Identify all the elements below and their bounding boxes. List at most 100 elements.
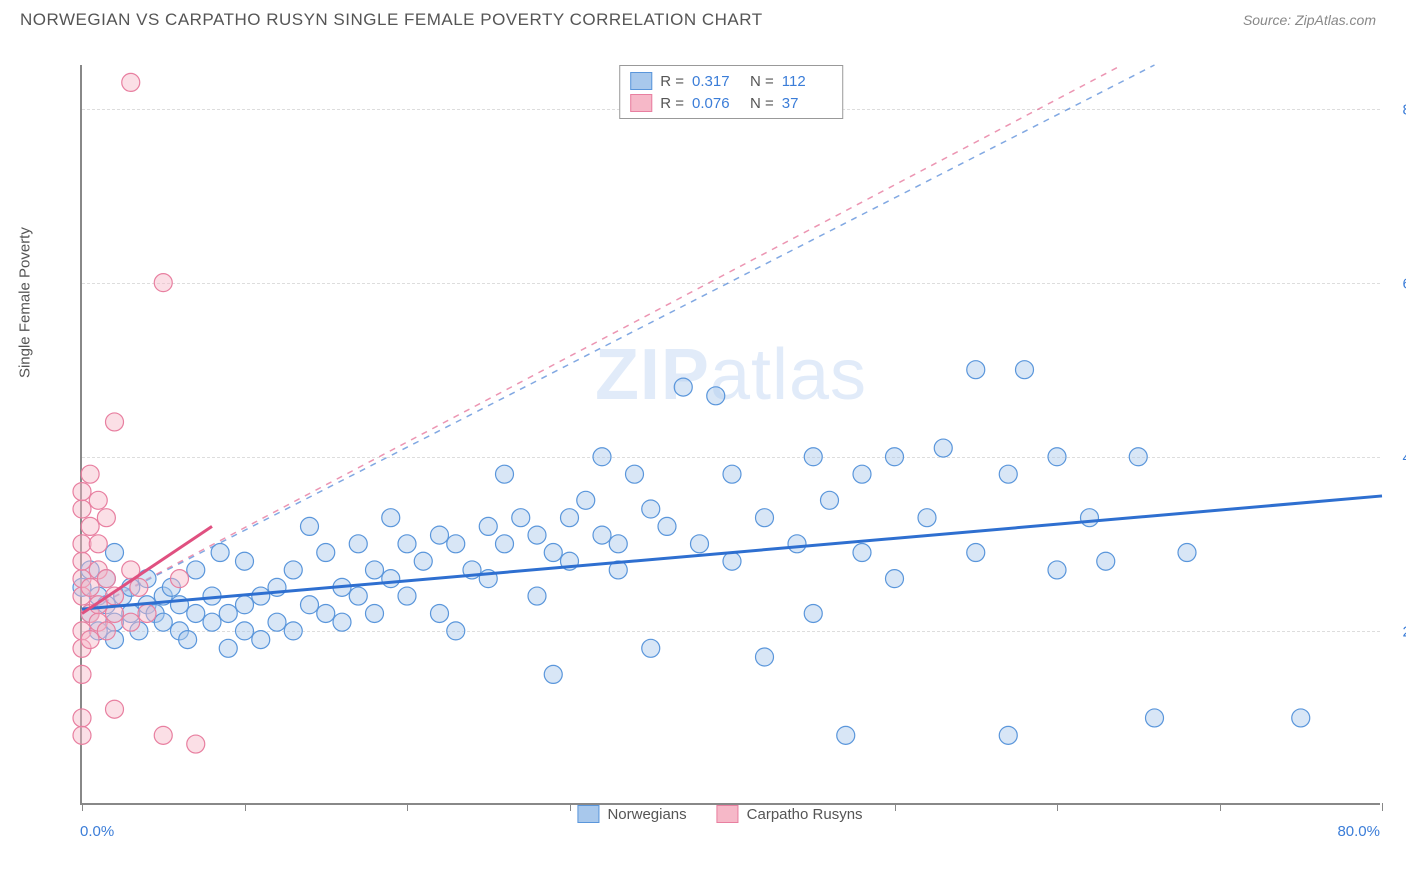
data-point <box>236 552 254 570</box>
data-point <box>187 604 205 622</box>
data-point <box>138 604 156 622</box>
data-point <box>106 700 124 718</box>
data-point <box>544 665 562 683</box>
n-value: 112 <box>782 73 832 90</box>
data-point <box>691 535 709 553</box>
data-point <box>284 561 302 579</box>
data-point <box>81 631 99 649</box>
data-point <box>81 465 99 483</box>
x-tick <box>570 803 571 811</box>
data-point <box>853 465 871 483</box>
data-point <box>593 448 611 466</box>
data-point <box>284 622 302 640</box>
data-point <box>593 526 611 544</box>
data-point <box>821 491 839 509</box>
data-point <box>106 413 124 431</box>
data-point <box>967 361 985 379</box>
data-point <box>496 535 514 553</box>
data-point <box>97 509 115 527</box>
stats-row: R = 0.317 N = 112 <box>630 70 832 92</box>
x-tick <box>1220 803 1221 811</box>
data-point <box>154 613 172 631</box>
data-point <box>382 509 400 527</box>
data-point <box>447 535 465 553</box>
r-value: 0.317 <box>692 73 742 90</box>
stats-row: R =0.076N =37 <box>630 92 832 114</box>
plot-area: ZIPatlas 20.0%40.0%60.0%80.0% R =0.317N … <box>80 65 1380 805</box>
chart-container: Single Female Poverty ZIPatlas 20.0%40.0… <box>50 55 1390 835</box>
data-point <box>236 596 254 614</box>
data-point <box>236 622 254 640</box>
data-point <box>349 587 367 605</box>
data-point <box>154 726 172 744</box>
data-point <box>73 500 91 518</box>
data-point <box>1081 509 1099 527</box>
data-point <box>349 535 367 553</box>
data-point <box>1016 361 1034 379</box>
data-point <box>154 274 172 292</box>
data-point <box>73 552 91 570</box>
data-point <box>837 726 855 744</box>
data-point <box>577 491 595 509</box>
x-tick <box>82 803 83 811</box>
y-axis-title: Single Female Poverty <box>17 227 34 378</box>
data-point <box>1048 561 1066 579</box>
data-point <box>999 726 1017 744</box>
bottom-legend: Norwegians Carpatho Rusyns <box>577 805 862 823</box>
data-point <box>179 631 197 649</box>
r-label: R = <box>660 95 684 112</box>
data-point <box>97 570 115 588</box>
data-point <box>756 509 774 527</box>
data-point <box>171 570 189 588</box>
data-point <box>366 561 384 579</box>
data-point <box>301 517 319 535</box>
legend-swatch <box>577 805 599 823</box>
x-axis-labels: 0.0% 80.0% <box>80 823 1380 840</box>
x-tick <box>245 803 246 811</box>
legend-swatch <box>630 72 652 90</box>
data-point <box>73 709 91 727</box>
data-point <box>89 535 107 553</box>
data-point <box>642 500 660 518</box>
data-point <box>268 613 286 631</box>
data-point <box>886 448 904 466</box>
data-point <box>756 648 774 666</box>
legend-label: Carpatho Rusyns <box>747 806 863 823</box>
n-label: N = <box>750 95 774 112</box>
y-tick-label: 60.0% <box>1402 275 1406 292</box>
data-point <box>853 544 871 562</box>
scatter-plot-svg <box>82 65 1380 803</box>
r-label: R = <box>660 73 684 90</box>
data-point <box>89 491 107 509</box>
stats-legend-box: R =0.317N =112R =0.076N =37 <box>619 65 843 119</box>
data-point <box>252 587 270 605</box>
data-point <box>999 465 1017 483</box>
data-point <box>528 526 546 544</box>
x-tick <box>895 803 896 811</box>
data-point <box>1178 544 1196 562</box>
legend-item: Norwegians <box>577 805 686 823</box>
legend-item: Carpatho Rusyns <box>717 805 863 823</box>
data-point <box>561 509 579 527</box>
x-tick <box>407 803 408 811</box>
data-point <box>333 613 351 631</box>
x-min-label: 0.0% <box>80 823 114 840</box>
data-point <box>723 552 741 570</box>
data-point <box>431 604 449 622</box>
data-point <box>81 517 99 535</box>
data-point <box>382 570 400 588</box>
data-point <box>528 587 546 605</box>
n-value: 37 <box>782 95 832 112</box>
data-point <box>804 604 822 622</box>
n-label: N = <box>750 73 774 90</box>
data-point <box>252 631 270 649</box>
x-max-label: 80.0% <box>1337 823 1380 840</box>
data-point <box>609 535 627 553</box>
data-point <box>398 587 416 605</box>
data-point <box>219 604 237 622</box>
data-point <box>211 544 229 562</box>
data-point <box>788 535 806 553</box>
x-tick <box>1057 803 1058 811</box>
y-tick-label: 20.0% <box>1402 623 1406 640</box>
data-point <box>447 622 465 640</box>
